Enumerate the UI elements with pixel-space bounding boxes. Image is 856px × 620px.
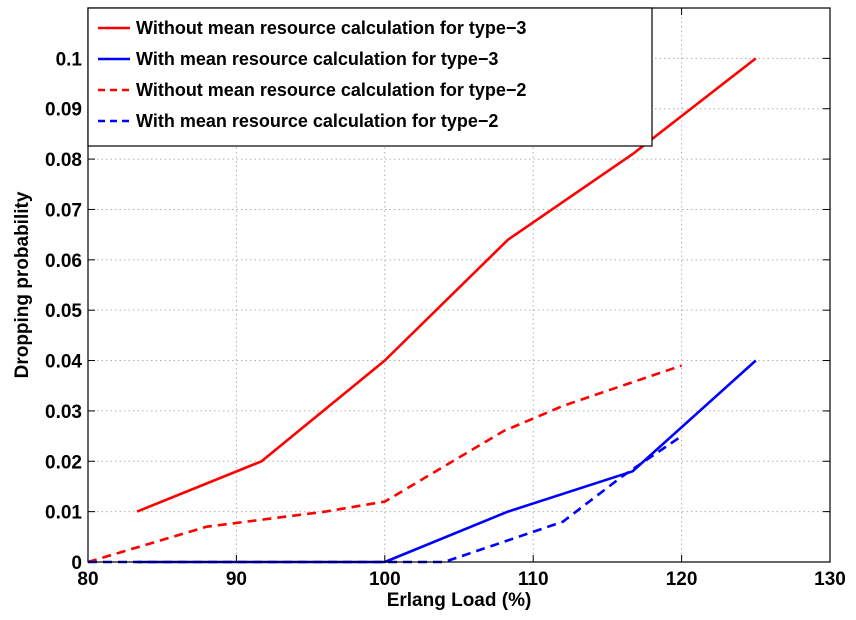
- x-tick-label: 130: [814, 569, 846, 590]
- legend-label-2: With mean resource calculation for type−…: [136, 49, 498, 69]
- legend-label-3: Without mean resource calculation for ty…: [136, 80, 526, 100]
- y-tick-label: 0.08: [45, 150, 82, 171]
- y-tick-label: 0.05: [45, 301, 82, 322]
- y-tick-label: 0.02: [45, 452, 82, 473]
- x-tick-label: 120: [666, 569, 698, 590]
- y-tick-label: 0.06: [45, 251, 82, 272]
- x-tick-label: 90: [226, 569, 247, 590]
- x-tick-label: 110: [518, 569, 549, 590]
- y-tick-label: 0.07: [45, 200, 82, 221]
- x-axis-label: Erlang Load (%): [387, 590, 532, 611]
- y-tick-label: 0.04: [45, 352, 82, 373]
- ticks: 80 90 100 110 120 130 0 0.01 0.02 0.03 0.04 0.05 0.0…: [45, 8, 846, 590]
- y-tick-label: 0.03: [45, 402, 82, 423]
- legend-label-4: With mean resource calculation for type−…: [136, 111, 498, 131]
- x-tick-label: 80: [77, 569, 98, 590]
- legend: Without mean resource calculation for ty…: [87, 7, 653, 147]
- y-tick-label: 0.01: [45, 503, 82, 524]
- x-tick-label: 100: [369, 569, 401, 590]
- legend-label-1: Without mean resource calculation for ty…: [136, 18, 526, 38]
- y-axis-label: Dropping probability: [12, 191, 33, 378]
- y-tick-label: 0.1: [56, 49, 83, 70]
- legend-box: [87, 7, 653, 147]
- series-line-3: [87, 364, 683, 564]
- series-line-1: [136, 57, 757, 513]
- y-tick-label: 0: [71, 553, 82, 574]
- y-tick-label: 0.09: [45, 100, 82, 121]
